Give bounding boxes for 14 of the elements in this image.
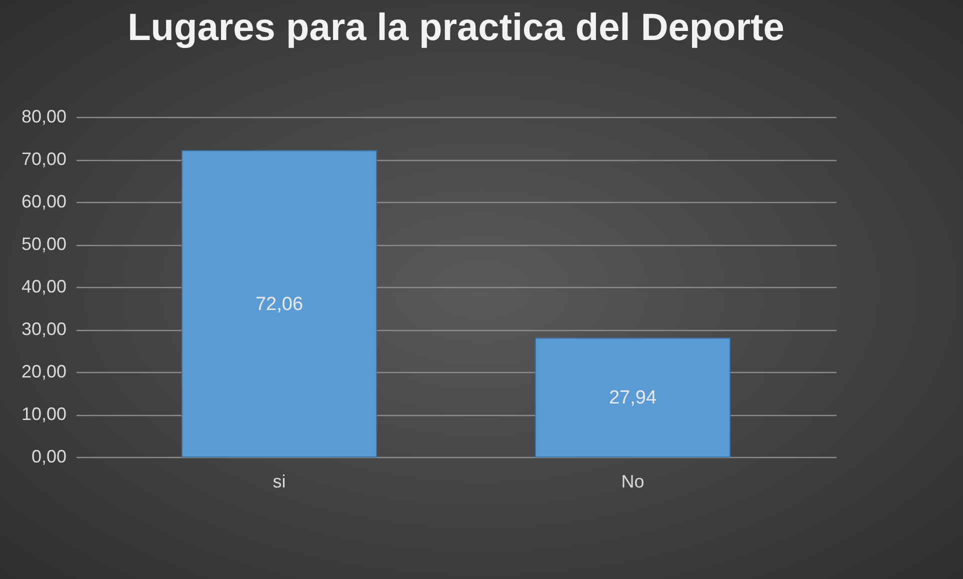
y-tick-label: 30,00	[21, 319, 66, 339]
data-label: 27,94	[608, 388, 657, 409]
chart-title: Lugares para la practica del Deporte	[128, 7, 784, 49]
data-label: 72,06	[255, 294, 304, 315]
y-tick-label: 0,00	[31, 446, 66, 466]
y-tick-label: 50,00	[21, 234, 66, 254]
x-tick-label: si	[272, 472, 286, 492]
y-tick-label: 60,00	[21, 192, 66, 212]
y-tick-label: 40,00	[21, 276, 66, 296]
y-tick-label: 20,00	[21, 362, 66, 382]
y-tick-label: 80,00	[21, 106, 66, 126]
y-tick-label: 70,00	[21, 149, 66, 169]
x-tick-label: No	[621, 472, 644, 492]
y-tick-label: 10,00	[21, 404, 66, 424]
